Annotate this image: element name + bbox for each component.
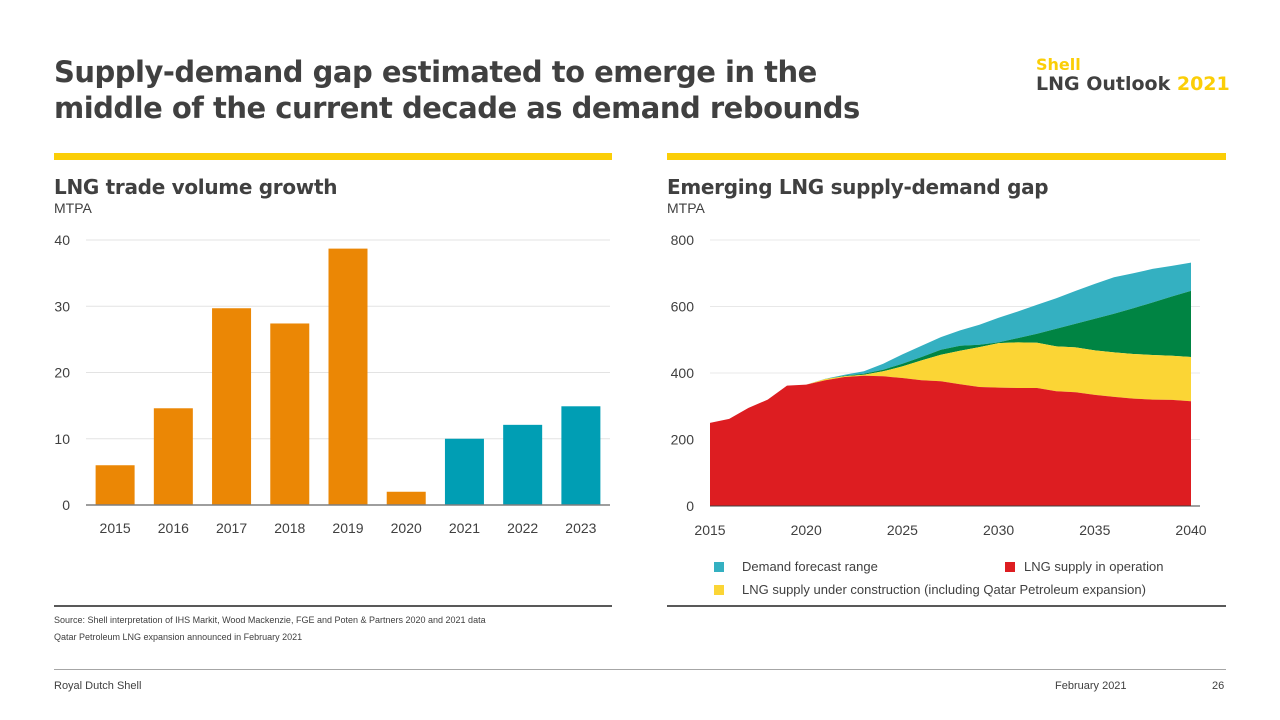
bar-2021 xyxy=(444,438,484,505)
bar-2023 xyxy=(561,406,601,505)
source-note: Source: Shell interpretation of IHS Mark… xyxy=(54,615,486,625)
right-panel-title: Emerging LNG supply-demand gap xyxy=(667,175,1049,199)
page-title-line-1: Supply-demand gap estimated to emerge in… xyxy=(54,55,817,89)
bar-chart: 0 10 20 30 40 2015 2016 2017 2018 2019 2020 2021 202… xyxy=(54,232,610,536)
page-title: Supply-demand gap estimated to emerge in… xyxy=(54,54,954,126)
bar-y-tick-label: 30 xyxy=(54,298,70,314)
bar-y-tick-label: 20 xyxy=(54,365,70,381)
right-panel-unit: MTPA xyxy=(667,200,705,216)
footer-date: February 2021 xyxy=(1055,680,1127,692)
bar-2016 xyxy=(153,408,193,505)
left-panel-accent-bar xyxy=(54,153,612,160)
legend-swatch-operation xyxy=(1005,562,1015,572)
area-x-tick-label: 2035 xyxy=(1079,522,1110,538)
brand-logo: Shell LNG Outlook 2021 xyxy=(1036,56,1230,95)
page-title-line-2: middle of the current decade as demand r… xyxy=(54,91,860,125)
bar-x-tick-label: 2023 xyxy=(565,520,596,536)
left-panel-unit: MTPA xyxy=(54,200,92,216)
bar-2020 xyxy=(386,491,426,505)
source-note-qatar: Qatar Petroleum LNG expansion announced … xyxy=(54,632,303,642)
right-panel-accent-bar xyxy=(667,153,1226,160)
bar-2017 xyxy=(212,308,252,505)
area-y-tick-label: 0 xyxy=(686,498,694,514)
bar-2022 xyxy=(503,424,543,505)
bar-x-tick-label: 2020 xyxy=(391,520,422,536)
brand-year: 2021 xyxy=(1176,73,1230,95)
bar-y-tick-label: 10 xyxy=(54,431,70,447)
left-panel-title: LNG trade volume growth xyxy=(54,175,338,199)
area-y-tick-label: 200 xyxy=(671,432,695,448)
area-y-tick-label: 600 xyxy=(671,299,695,315)
legend-swatch-construction xyxy=(714,585,724,595)
area-supply-construction xyxy=(710,342,1191,423)
bar-x-tick-label: 2019 xyxy=(332,520,363,536)
area-y-tick-label: 400 xyxy=(671,365,695,381)
legend-label-demand: Demand forecast range xyxy=(742,559,878,574)
area-chart: 0 200 400 600 800 2015 2020 2025 2030 2035 2040 xyxy=(671,232,1207,538)
footer-rule xyxy=(54,669,1226,670)
brand-outlook-text: LNG Outlook xyxy=(1036,73,1171,95)
area-x-tick-label: 2020 xyxy=(791,522,822,538)
area-y-tick-label: 800 xyxy=(671,232,695,248)
bar-x-tick-label: 2015 xyxy=(100,520,131,536)
legend-label-operation: LNG supply in operation xyxy=(1024,559,1164,574)
bar-y-tick-label: 0 xyxy=(62,497,70,513)
brand-shell: Shell xyxy=(1036,55,1081,74)
area-x-tick-label: 2015 xyxy=(694,522,725,538)
bar-x-tick-label: 2017 xyxy=(216,520,247,536)
right-panel-bottom-rule xyxy=(667,605,1226,607)
footer-page-number: 26 xyxy=(1212,680,1225,692)
left-panel-bottom-rule xyxy=(54,605,612,607)
bar-2018 xyxy=(270,323,310,505)
area-x-tick-label: 2025 xyxy=(887,522,918,538)
area-supply-operation xyxy=(710,375,1191,506)
bar-x-tick-label: 2021 xyxy=(449,520,480,536)
bar-2019 xyxy=(328,248,368,506)
bar-2015 xyxy=(95,465,135,505)
bar-y-tick-label: 40 xyxy=(54,232,70,248)
legend-label-construction: LNG supply under construction (including… xyxy=(742,582,1146,597)
footer-company: Royal Dutch Shell xyxy=(54,680,142,692)
bar-x-tick-label: 2016 xyxy=(158,520,189,536)
brand-outlook: LNG Outlook 2021 xyxy=(1036,73,1230,95)
legend-swatch-demand xyxy=(714,562,724,572)
bar-x-tick-label: 2022 xyxy=(507,520,538,536)
area-x-tick-label: 2040 xyxy=(1175,522,1206,538)
area-demand-range xyxy=(710,262,1191,423)
bar-x-tick-label: 2018 xyxy=(274,520,305,536)
area-x-tick-label: 2030 xyxy=(983,522,1014,538)
